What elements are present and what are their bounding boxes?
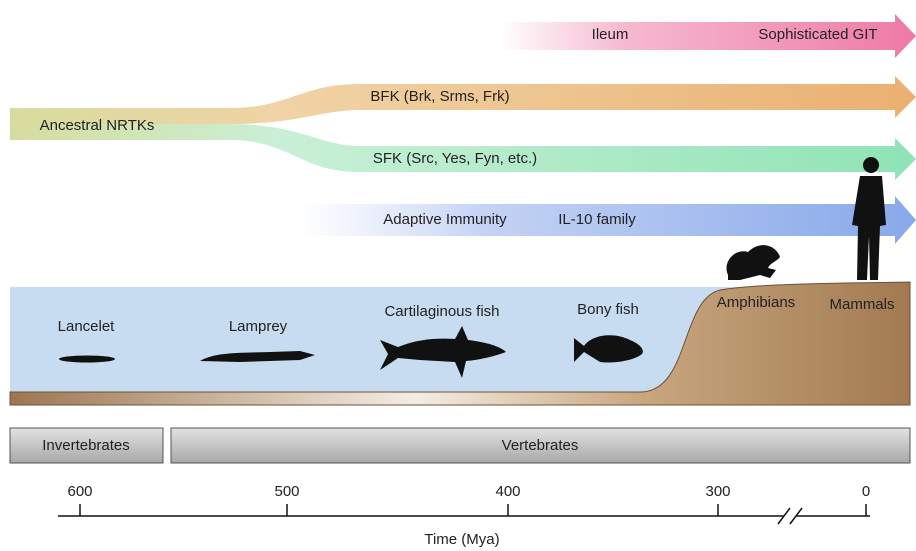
organism-label: Mammals (829, 296, 894, 313)
arrow-label: BFK (Brk, Srms, Frk) (370, 88, 509, 105)
group-label: Vertebrates (502, 437, 579, 454)
human-icon (852, 157, 886, 280)
time-tick: 600 (67, 483, 92, 500)
arrow-label: IL-10 family (558, 211, 636, 228)
time-tick: 0 (862, 483, 870, 500)
time-tick: 500 (274, 483, 299, 500)
organism-label: Cartilaginous fish (384, 303, 499, 320)
arrow-label: Adaptive Immunity (383, 211, 507, 228)
organism-label: Amphibians (717, 294, 795, 311)
timeline-title: Time (Mya) (424, 531, 499, 548)
frog-icon (726, 245, 780, 280)
arrow-label: Sophisticated GIT (758, 26, 877, 43)
arrow-label: Ileum (592, 26, 629, 43)
time-tick: 400 (495, 483, 520, 500)
organism-label: Bony fish (577, 301, 639, 318)
organism-label: Lamprey (229, 318, 288, 335)
time-tick: 300 (705, 483, 730, 500)
timeline-axis (58, 504, 870, 524)
diagram: Ileum Sophisticated GIT BFK (Brk, Srms, … (0, 0, 916, 551)
organism-label: Lancelet (58, 318, 116, 335)
lancelet-icon (59, 356, 115, 363)
group-label: Invertebrates (42, 437, 130, 454)
arrow-label: SFK (Src, Yes, Fyn, etc.) (373, 150, 537, 167)
origin-label: Ancestral NRTKs (40, 117, 155, 134)
